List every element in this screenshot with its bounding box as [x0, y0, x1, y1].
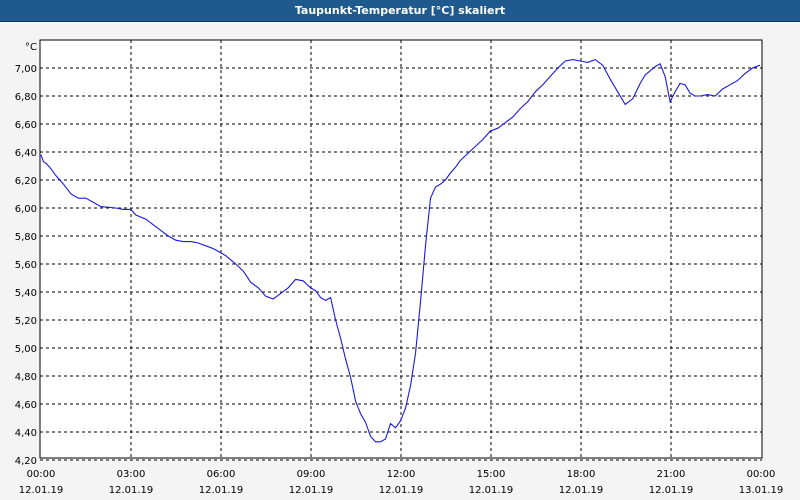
x-tick-time: 18:00 [567, 469, 596, 480]
x-gridlines [130, 40, 672, 458]
x-tick-time: 15:00 [477, 469, 506, 480]
y-tick-label: 5,60 [15, 260, 37, 271]
y-tick-label: 7,00 [15, 64, 37, 75]
chart-area: °C 4,20 4,40 4,60 4,80 5,00 5,20 5,40 5,60 5,80 6… [0, 22, 800, 500]
x-tick-time: 06:00 [207, 469, 236, 480]
y-tick-label: 6,00 [15, 204, 37, 215]
x-tick-date: 12.01.19 [649, 485, 694, 496]
y-tick-label: 6,80 [15, 92, 37, 103]
x-tick-date: 12.01.19 [559, 485, 604, 496]
y-tick-label: 6,60 [15, 120, 37, 131]
x-tick-time: 12:00 [387, 469, 416, 480]
y-tick-label: 6,20 [15, 176, 37, 187]
y-tick-labels: 4,20 4,40 4,60 4,80 5,00 5,20 5,40 5,60 5,80 6,00… [15, 64, 37, 467]
series-group [40, 58, 761, 443]
x-tick-time: 03:00 [117, 469, 146, 480]
x-tick-date: 13.01.19 [739, 485, 784, 496]
x-tick-date: 12.01.19 [289, 485, 334, 496]
x-tick-time: 21:00 [657, 469, 686, 480]
y-tick-label: 4,60 [15, 400, 37, 411]
x-tick-date: 12.01.19 [109, 485, 154, 496]
x-tick-date: 12.01.19 [19, 485, 64, 496]
x-tick-date: 12.01.19 [199, 485, 244, 496]
y-tick-label: 6,40 [15, 148, 37, 159]
y-tick-label: 5,00 [15, 344, 37, 355]
x-tick-labels: 00:00 12.01.19 03:00 12.01.19 06:00 12.01.19 0… [19, 469, 784, 496]
x-tick-time: 09:00 [297, 469, 326, 480]
x-tick-date: 12.01.19 [469, 485, 514, 496]
x-tick-time: 00:00 [747, 469, 776, 480]
series-line-0 [40, 58, 761, 443]
y-tick-label: 5,80 [15, 232, 37, 243]
y-tick-label: 4,80 [15, 372, 37, 383]
y-tick-label: 4,40 [15, 428, 37, 439]
x-tick-date: 12.01.19 [379, 485, 424, 496]
window-title: Taupunkt-Temperatur [°C] skaliert [0, 0, 800, 22]
y-tick-label: 5,40 [15, 288, 37, 299]
dew-point-chart: °C 4,20 4,40 4,60 4,80 5,00 5,20 5,40 5,60 5,80 6… [15, 39, 784, 496]
y-axis-unit-label: °C [25, 42, 37, 53]
y-tick-label: 5,20 [15, 316, 37, 327]
x-tick-time: 00:00 [27, 469, 56, 480]
y-tick-label: 4,20 [15, 456, 37, 467]
